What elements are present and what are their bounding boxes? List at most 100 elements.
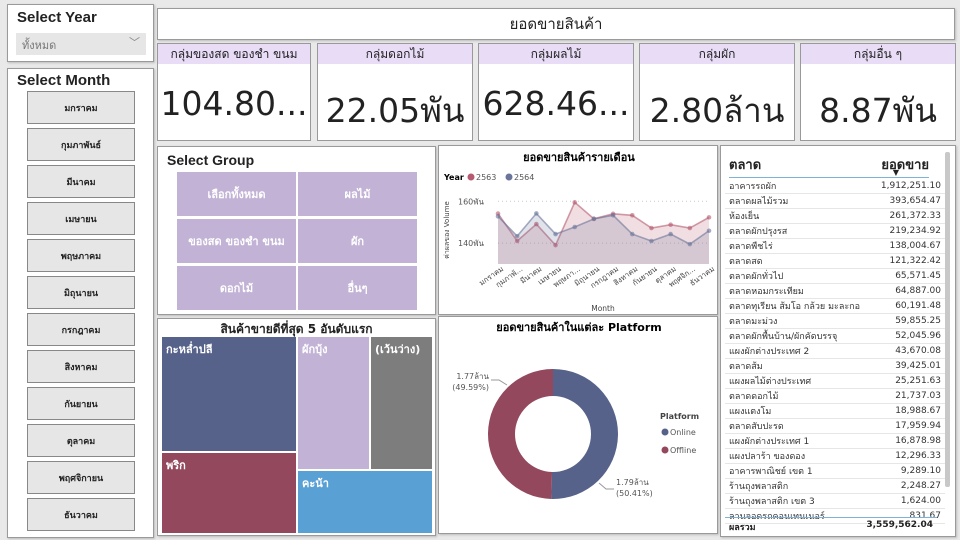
group-button[interactable]: ผลไม้ — [298, 172, 417, 216]
table-row[interactable]: ตลาดสด 121,322.42 — [725, 253, 945, 269]
donut-slice-online[interactable] — [551, 369, 618, 499]
group-button[interactable]: ดอกไม้ — [177, 266, 296, 310]
treemap-cell-kale[interactable]: กะหล่ำปลี — [162, 337, 296, 451]
series-line — [497, 212, 710, 246]
kpi-card: กลุ่มผัก 2.80ล้าน — [639, 43, 795, 141]
market-sales: 9,289.10 — [872, 463, 945, 479]
month-button[interactable]: เมษายน — [27, 202, 135, 235]
data-point[interactable] — [649, 225, 654, 231]
kpi-card: กลุ่มอื่น ๆ 8.87พัน — [800, 43, 956, 141]
table-row[interactable]: ตลาดผลไม้รวม 393,654.47 — [725, 193, 945, 209]
y-axis-label: ค่าผลของ Volume — [443, 201, 451, 259]
kpi-label: กลุ่มผัก — [640, 44, 794, 64]
month-button[interactable]: กันยายน — [27, 387, 135, 420]
header-bar: ยอดขายสินค้า — [157, 8, 955, 40]
data-point[interactable] — [668, 231, 673, 237]
table-row[interactable]: แผงผักต่างประเทศ 1 16,878.98 — [725, 433, 945, 449]
data-point[interactable] — [687, 241, 693, 247]
month-button[interactable]: กุมภาพันธ์ — [27, 128, 135, 161]
month-button[interactable]: ธันวาคม — [27, 498, 135, 531]
data-label: 1.77ล้าน — [456, 372, 489, 381]
month-button[interactable]: พฤศจิกายน — [27, 461, 135, 494]
table-row[interactable]: ตลาดสับปะรด 17,959.94 — [725, 418, 945, 434]
data-point[interactable] — [629, 231, 635, 237]
data-point[interactable] — [553, 242, 558, 248]
data-point[interactable] — [572, 200, 578, 205]
legend-label[interactable]: Online — [670, 428, 696, 437]
table-row[interactable]: ตลาดหอมกระเทียม 64,887.00 — [725, 283, 945, 299]
table-row[interactable]: ตลาดผักทั่วไป 65,571.45 — [725, 268, 945, 284]
data-point[interactable] — [706, 228, 712, 234]
table-row[interactable]: ตลาดส้ม 39,425.01 — [725, 358, 945, 374]
table-row[interactable]: แผงปลาร้า ของดอง 12,296.33 — [725, 448, 945, 464]
year-selected: ทั้งหมด — [22, 39, 57, 52]
month-button[interactable]: มิถุนายน — [27, 276, 135, 309]
group-button[interactable]: ของสด ของชำ ขนม — [177, 219, 296, 263]
kpi-label: กลุ่มดอกไม้ — [318, 44, 472, 64]
market-name: แผงปลาร้า ของดอง — [725, 448, 873, 464]
table-row[interactable]: ตลาดพืชไร่ 138,004.67 — [725, 238, 945, 254]
legend-label[interactable]: 2564 — [514, 173, 534, 182]
data-point[interactable] — [495, 214, 501, 219]
data-point[interactable] — [514, 233, 520, 239]
table-row[interactable]: ตลาดผักปรุงรส 219,234.92 — [725, 223, 945, 239]
treemap-cell-morning-glory[interactable]: ผักบุ้ง — [298, 337, 369, 469]
month-button[interactable]: สิงหาคม — [27, 350, 135, 383]
data-point[interactable] — [572, 224, 578, 230]
table-row[interactable]: แผงผลไม้ต่างประเทศ 25,251.63 — [725, 373, 945, 389]
month-button[interactable]: มกราคม — [27, 91, 135, 124]
treemap-cell-chili[interactable]: พริก — [162, 453, 296, 533]
data-point[interactable] — [610, 212, 616, 218]
table-row[interactable]: ตลาดมะม่วง 59,855.25 — [725, 313, 945, 329]
market-name: ตลาดผักทั่วไป — [725, 268, 873, 284]
table-row[interactable]: แผงแตงโม 18,988.67 — [725, 403, 945, 419]
data-point[interactable] — [706, 215, 712, 220]
data-point[interactable] — [687, 225, 693, 231]
table-row[interactable]: อาคารรถผัก 1,912,251.10 — [725, 179, 945, 194]
table-row[interactable]: แผงผักต่างประเทศ 2 43,670.08 — [725, 343, 945, 359]
table-row[interactable]: ร้านถุงพลาสติก 2,248.27 — [725, 478, 945, 494]
treemap-cell-kailan[interactable]: คะน้า — [298, 471, 432, 533]
market-name: ตลาดมะม่วง — [725, 313, 873, 329]
group-button[interactable]: อื่นๆ — [298, 266, 417, 310]
data-point[interactable] — [668, 222, 673, 227]
table-row[interactable]: ตลาดผักพื้นบ้าน/ผักคัดบรรจุ 52,045.96 — [725, 328, 945, 344]
month-slicer: Select Month มกราคม กุมภาพันธ์ มีนาคม เมษาย… — [7, 68, 154, 538]
data-point[interactable] — [534, 221, 539, 227]
treemap-panel: สินค้าขายดีที่สุด 5 อันดับแรก กะหล่ำปลี … — [157, 318, 436, 536]
series-area — [498, 202, 709, 264]
data-point[interactable] — [534, 211, 539, 216]
legend-marker — [505, 173, 513, 181]
month-button[interactable]: กรกฎาคม — [27, 313, 135, 346]
group-button[interactable]: เลือกทั้งหมด — [177, 172, 296, 216]
table-row[interactable]: ตลาดทุเรียน ส้มโอ กล้วย มะละกอ 60,191.48 — [725, 298, 945, 314]
col-header-sales[interactable]: ยอดขาย — [881, 158, 929, 173]
data-point[interactable] — [629, 212, 635, 218]
data-point[interactable] — [649, 238, 654, 244]
legend-label[interactable]: Offline — [670, 446, 696, 455]
legend-marker — [467, 173, 475, 181]
col-header-market[interactable]: ตลาด — [729, 158, 762, 173]
treemap-cell-blank[interactable]: (เว้นว่าง) — [371, 337, 432, 469]
donut-slice-offline[interactable] — [487, 369, 553, 499]
data-point[interactable] — [591, 216, 597, 222]
year-dropdown[interactable]: ทั้งหมด ﹀ — [16, 33, 146, 55]
month-button[interactable]: พฤษภาคม — [27, 239, 135, 272]
kpi-value: 8.87พัน — [819, 91, 937, 130]
data-point[interactable] — [514, 238, 520, 244]
table-row[interactable]: ตลาดดอกไม้ 21,737.03 — [725, 388, 945, 404]
kpi-card: กลุ่มดอกไม้ 22.05พัน — [317, 43, 473, 141]
data-point[interactable] — [553, 231, 558, 237]
table-row[interactable]: ร้านถุงพลาสติก เขต 3 1,624.00 — [725, 493, 945, 509]
month-button[interactable]: มีนาคม — [27, 165, 135, 198]
market-name: ตลาดทุเรียน ส้มโอ กล้วย มะละกอ — [725, 298, 873, 314]
month-button[interactable]: ตุลาคม — [27, 424, 135, 457]
legend-label[interactable]: 2563 — [476, 173, 496, 182]
group-button[interactable]: ผัก — [298, 219, 417, 263]
table-row[interactable]: ห้องเย็น 261,372.33 — [725, 208, 945, 224]
y-tick-label: 160พัน — [458, 197, 485, 206]
table-row[interactable]: อาคารพาณิชย์ เขต 1 9,289.10 — [725, 463, 945, 479]
kpi-value: 22.05พัน — [325, 91, 465, 130]
y-tick-label: 140พัน — [458, 239, 485, 248]
scrollbar[interactable] — [945, 152, 950, 487]
